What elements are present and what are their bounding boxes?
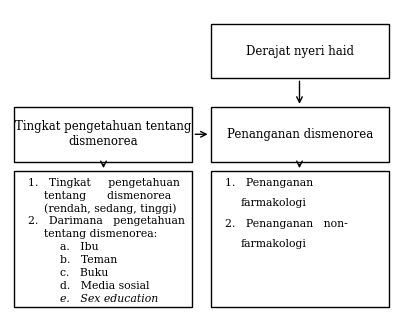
Text: b.   Teman: b. Teman bbox=[60, 255, 117, 265]
Text: a.   Ibu: a. Ibu bbox=[60, 242, 99, 252]
Text: tentang      dismenorea: tentang dismenorea bbox=[44, 191, 171, 201]
Text: farmakologi: farmakologi bbox=[240, 239, 306, 249]
Text: e.   Sex education: e. Sex education bbox=[60, 293, 158, 304]
Text: (rendah, sedang, tinggi): (rendah, sedang, tinggi) bbox=[44, 204, 177, 214]
Text: c.   Buku: c. Buku bbox=[60, 268, 108, 278]
Text: tentang dismenorea:: tentang dismenorea: bbox=[44, 229, 157, 239]
Text: d.   Media sosial: d. Media sosial bbox=[60, 281, 150, 291]
Text: Tingkat pengetahuan tentang
dismenorea: Tingkat pengetahuan tentang dismenorea bbox=[15, 120, 191, 148]
Text: Penanganan dismenorea: Penanganan dismenorea bbox=[227, 128, 373, 140]
FancyBboxPatch shape bbox=[211, 171, 389, 308]
Text: 2.   Penanganan   non-: 2. Penanganan non- bbox=[225, 219, 347, 229]
FancyBboxPatch shape bbox=[14, 171, 193, 308]
FancyBboxPatch shape bbox=[14, 107, 193, 162]
Text: farmakologi: farmakologi bbox=[240, 198, 306, 208]
FancyBboxPatch shape bbox=[211, 107, 389, 162]
Text: Derajat nyeri haid: Derajat nyeri haid bbox=[246, 44, 354, 58]
Text: 1.   Penanganan: 1. Penanganan bbox=[225, 178, 312, 188]
Text: 2.   Darimana   pengetahuan: 2. Darimana pengetahuan bbox=[28, 216, 185, 227]
Text: 1.   Tingkat     pengetahuan: 1. Tingkat pengetahuan bbox=[28, 178, 180, 188]
FancyBboxPatch shape bbox=[211, 24, 389, 78]
